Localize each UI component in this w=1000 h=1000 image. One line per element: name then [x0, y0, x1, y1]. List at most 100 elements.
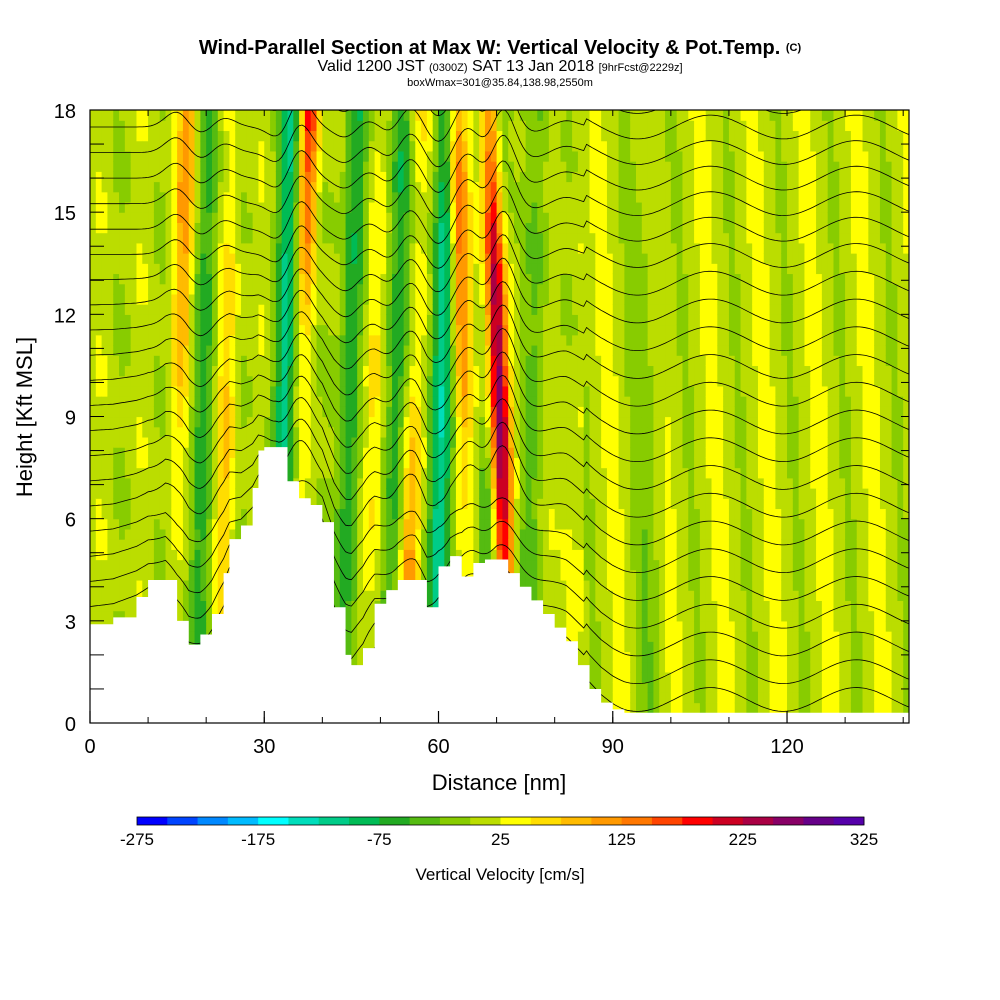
field-cell — [560, 569, 567, 581]
field-cell — [217, 120, 225, 132]
field-cell — [537, 191, 544, 203]
field-cell — [177, 334, 184, 346]
field-cell — [159, 334, 167, 346]
field-cell — [543, 120, 550, 132]
field-cell — [252, 242, 260, 254]
field-cell — [374, 569, 382, 581]
field-cell — [426, 293, 434, 305]
field-cell — [566, 406, 573, 418]
field-cell — [502, 375, 509, 387]
field-cell — [461, 426, 469, 438]
field-cell — [403, 528, 411, 540]
field-cell — [514, 171, 521, 183]
field-cell — [101, 457, 109, 469]
field-cell — [543, 293, 550, 305]
field-cell — [479, 324, 486, 336]
field-cell — [461, 385, 469, 397]
field-cell — [438, 161, 445, 172]
field-cell — [531, 406, 538, 418]
field-cell — [293, 304, 300, 315]
field-cell — [200, 539, 207, 550]
field-cell — [519, 263, 527, 275]
field-cell — [293, 283, 300, 295]
field-cell — [153, 355, 161, 367]
field-cell — [130, 150, 138, 162]
field-cell — [200, 344, 207, 356]
field-cell — [403, 436, 411, 448]
field-cell — [351, 457, 358, 469]
field-cell — [543, 467, 550, 479]
field-cell — [177, 232, 184, 244]
field-cell — [461, 110, 469, 121]
field-cell — [421, 150, 428, 162]
field-cell — [531, 334, 538, 346]
field-cell — [159, 447, 167, 458]
field-cell — [502, 140, 509, 152]
field-cell — [95, 590, 103, 601]
field-cell — [461, 120, 469, 132]
field-cell — [293, 253, 300, 264]
field-cell — [479, 457, 486, 469]
field-cell — [258, 283, 265, 295]
field-cell — [432, 528, 440, 540]
field-cell — [322, 140, 329, 152]
field-cell — [473, 508, 480, 520]
field-cell — [171, 344, 178, 356]
field-cell — [363, 549, 370, 561]
field-cell — [403, 355, 411, 367]
field-cell — [328, 242, 335, 254]
field-cell — [392, 518, 399, 530]
field-cell — [206, 406, 213, 418]
field-cell — [119, 263, 126, 275]
field-cell — [206, 396, 213, 407]
field-cell — [543, 385, 550, 397]
field-cell — [543, 569, 550, 581]
field-cell — [421, 201, 428, 213]
field-cell — [322, 263, 329, 275]
field-cell — [223, 498, 231, 510]
field-cell — [490, 283, 498, 295]
field-cell — [473, 375, 480, 387]
field-cell — [136, 283, 143, 295]
field-cell — [479, 191, 486, 203]
field-cell — [119, 508, 126, 520]
field-cell — [95, 232, 103, 244]
field-cell — [531, 161, 538, 172]
field-cell — [217, 508, 225, 520]
field-cell — [101, 130, 109, 142]
field-cell — [241, 344, 248, 356]
field-cell — [548, 600, 556, 612]
field-cell — [525, 528, 533, 540]
field-cell — [119, 283, 126, 295]
field-cell — [188, 365, 196, 377]
field-cell — [409, 375, 416, 387]
field-cell — [200, 590, 207, 601]
field-cell — [235, 416, 242, 428]
field-cell — [211, 436, 219, 448]
field-cell — [461, 365, 469, 377]
field-cell — [159, 365, 167, 377]
field-cell — [380, 355, 387, 367]
field-cell — [136, 355, 143, 367]
field-cell — [142, 273, 149, 285]
field-cell — [386, 293, 393, 305]
field-cell — [200, 324, 207, 336]
field-cell — [182, 191, 190, 203]
field-cell — [392, 355, 399, 367]
field-cell — [322, 283, 329, 295]
field-cell — [461, 181, 469, 193]
field-cell — [345, 528, 352, 540]
field-cell — [450, 222, 457, 234]
field-cell — [148, 191, 155, 203]
field-cell — [171, 488, 178, 499]
field-cell — [508, 426, 515, 438]
field-cell — [397, 283, 405, 295]
field-cell — [235, 528, 242, 540]
field-cell — [316, 436, 323, 448]
field-cell — [554, 181, 562, 193]
field-cell — [508, 324, 515, 336]
field-cell — [223, 365, 231, 377]
field-cell — [270, 324, 277, 336]
field-cell — [455, 477, 463, 489]
field-cell — [421, 396, 428, 407]
